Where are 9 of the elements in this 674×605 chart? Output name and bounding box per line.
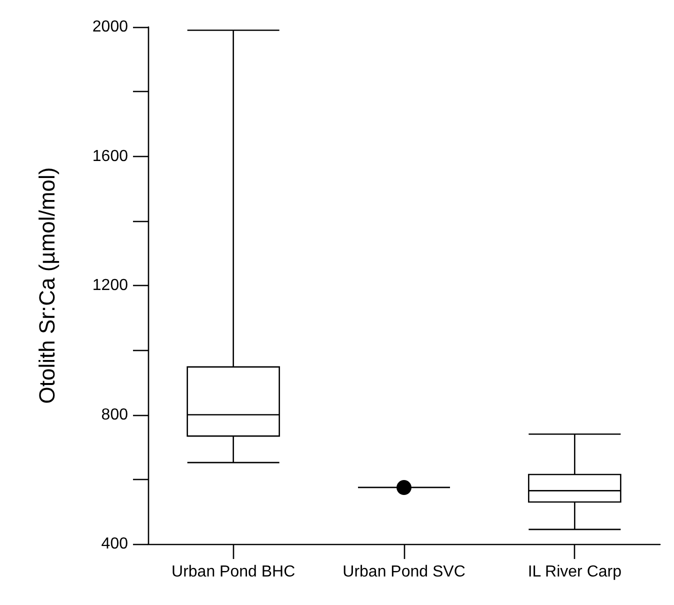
x-tick-label: IL River Carp — [528, 564, 622, 580]
y-axis-title: Otolith Sr:Ca (µmol/mol) — [34, 167, 60, 404]
y-tick-label: 400 — [101, 536, 128, 552]
y-tick-label: 1600 — [92, 148, 128, 165]
y-tick-label: 2000 — [92, 18, 128, 36]
y-tick-label: 800 — [101, 406, 128, 424]
y-tick-label: 1200 — [92, 277, 128, 294]
x-tick-label: Urban Pond SVC — [342, 564, 466, 580]
x-tick-label: Urban Pond BHC — [172, 564, 296, 580]
